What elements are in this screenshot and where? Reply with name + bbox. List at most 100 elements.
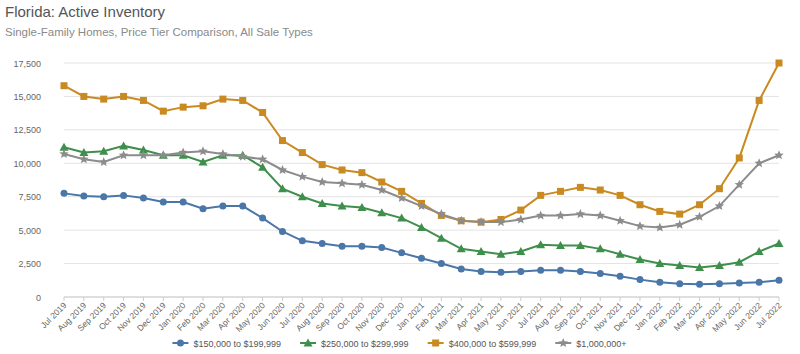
y-tick-label: 17,500 [13,59,41,69]
data-point [278,165,288,174]
data-point [79,154,89,163]
data-point [120,93,127,100]
data-point [537,267,544,274]
data-point [61,190,68,197]
x-tick [203,297,204,301]
legend: $150,000 to $199,999 $250,000 to $299,999… [172,338,626,349]
series-line [64,63,779,222]
data-point [219,203,226,210]
data-point [477,247,486,255]
legend-label: $250,000 to $299,999 [321,339,409,349]
series-line [64,146,779,268]
data-point [478,268,485,275]
chart: Florida: Active InventorySingle-Family H… [0,0,800,354]
data-point [557,267,564,274]
x-tick [620,297,621,301]
data-point [715,261,724,269]
data-point [616,250,625,258]
data-point [219,96,226,103]
data-point [736,279,743,286]
data-point [397,193,407,202]
data-point [715,201,725,210]
y-tick-label: 12,500 [13,125,41,135]
x-tick [421,297,422,301]
x-tick [520,297,521,301]
data-point [676,280,683,287]
data-point [536,240,545,248]
data-point [458,265,465,272]
data-point [100,96,107,103]
data-point [496,217,506,226]
data-point [577,184,584,191]
grid-line [64,63,779,64]
data-point [418,255,425,262]
x-tick [123,297,124,301]
data-point [676,211,683,218]
grid-line [64,196,779,197]
data-point [200,205,207,212]
x-tick [222,297,223,301]
data-point [318,199,327,207]
data-point [597,187,604,194]
x-tick [282,297,283,301]
data-point [576,241,585,249]
x-tick [262,297,263,301]
data-point [239,97,246,104]
series-line [64,193,779,284]
data-point [716,280,723,287]
data-point [339,243,346,250]
data-point [338,202,347,210]
data-point [298,172,308,181]
x-tick [143,297,144,301]
data-point [695,263,704,271]
data-point [378,179,385,186]
y-tick-label: 7,500 [18,192,41,202]
legend-label: $150,000 to $199,999 [193,339,281,349]
data-point [696,201,703,208]
data-point [776,277,783,284]
x-tick [481,297,482,301]
data-point [159,151,168,159]
data-point [159,150,169,159]
data-point [180,104,187,111]
data-point [556,210,566,219]
x-tick [699,297,700,301]
data-point [557,188,564,195]
data-point [735,258,744,266]
data-point [358,169,365,176]
x-tick [401,297,402,301]
legend-label: $400,000 to $599,999 [449,339,537,349]
data-point [337,178,347,187]
data-point [238,152,248,161]
data-point [378,244,385,251]
data-point [357,203,366,211]
data-point [358,243,365,250]
data-point [218,149,228,158]
data-point [160,108,167,115]
data-point [99,147,108,155]
grid-line [64,129,779,130]
data-point [200,102,207,109]
data-point [735,180,745,189]
data-point [675,220,685,229]
data-point [577,268,584,275]
x-tick [242,297,243,301]
data-point [536,210,546,219]
data-point [437,209,447,218]
data-point [259,215,266,222]
data-point [239,203,246,210]
x-tick [103,297,104,301]
data-point [755,247,764,255]
data-point [437,234,446,242]
data-point [398,249,405,256]
x-tick [679,297,680,301]
x-tick [302,297,303,301]
data-point [140,195,147,202]
data-point [617,273,624,280]
data-point [100,193,107,200]
data-point [716,185,723,192]
data-point [99,157,109,166]
x-tick [540,297,541,301]
data-point [476,217,486,226]
x-tick [183,297,184,301]
